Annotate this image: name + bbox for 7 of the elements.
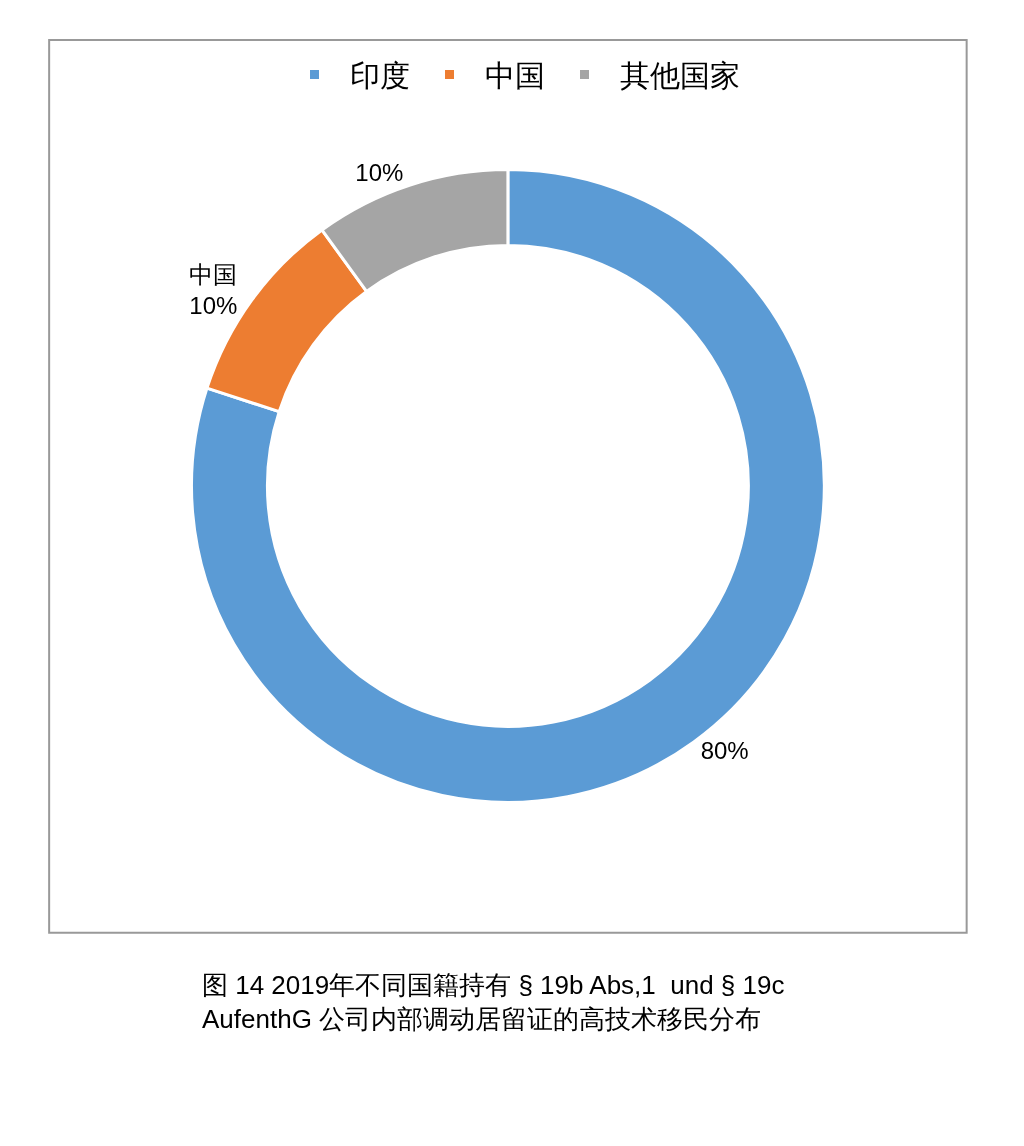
data-label: 10% (355, 159, 404, 187)
legend-label: 其他国家 (619, 59, 740, 93)
data-label: 80% (700, 737, 749, 765)
caption: 图 14 2019年不同国籍持有 § 19b Abs,1 und § 19c AufenthG 公司内部调动居留证的高技术移民分布 (202, 970, 785, 1034)
data-label: 中国 10% (189, 260, 238, 319)
legend-label: 印度 (349, 59, 410, 93)
legend-label: 中国 (484, 59, 545, 93)
